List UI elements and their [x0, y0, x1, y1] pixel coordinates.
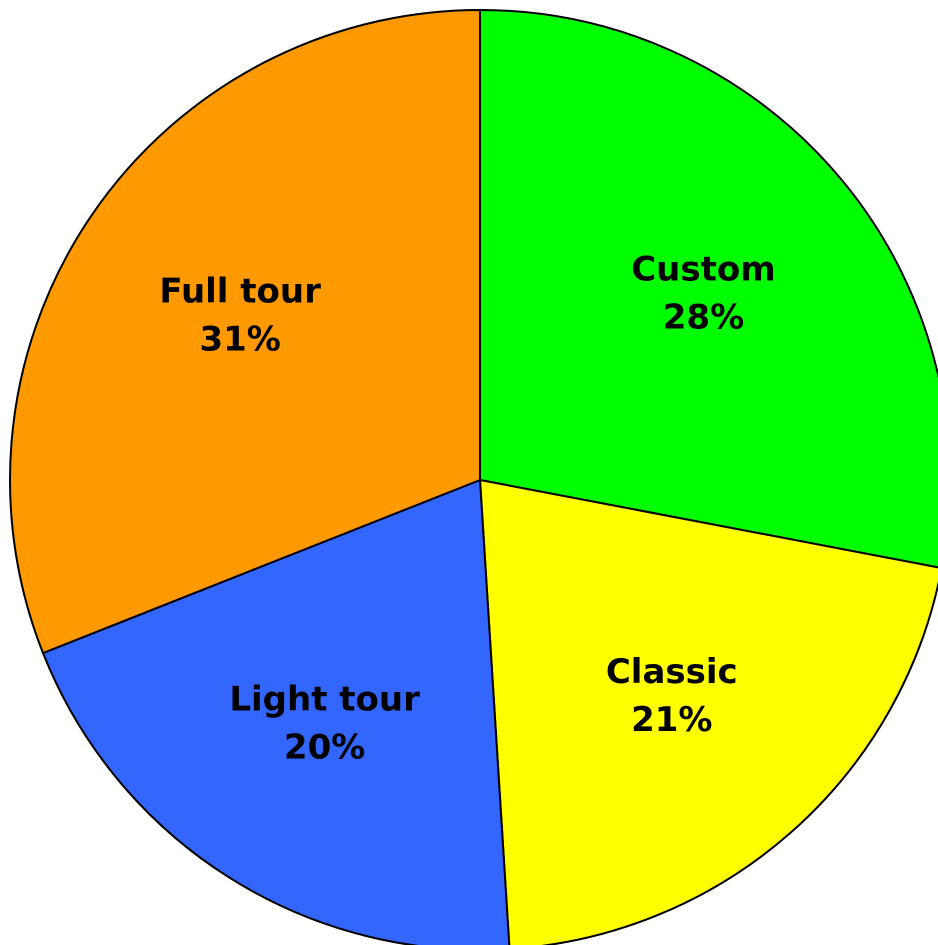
- pie-slice: [9, 8, 481, 655]
- slice-value-label: 28%: [663, 298, 744, 338]
- slice-value-label: 21%: [631, 700, 712, 740]
- slice-label: Full tour: [159, 271, 321, 311]
- slice-value-label: 20%: [284, 727, 365, 767]
- slice-label: Classic: [606, 652, 738, 692]
- slice-label: Light tour: [229, 679, 420, 719]
- slice-label: Custom: [631, 250, 775, 290]
- pie-slice: [479, 8, 938, 569]
- pie-slice: [41, 478, 511, 945]
- pie-slice: [478, 478, 938, 945]
- slice-value-label: 31%: [199, 319, 280, 359]
